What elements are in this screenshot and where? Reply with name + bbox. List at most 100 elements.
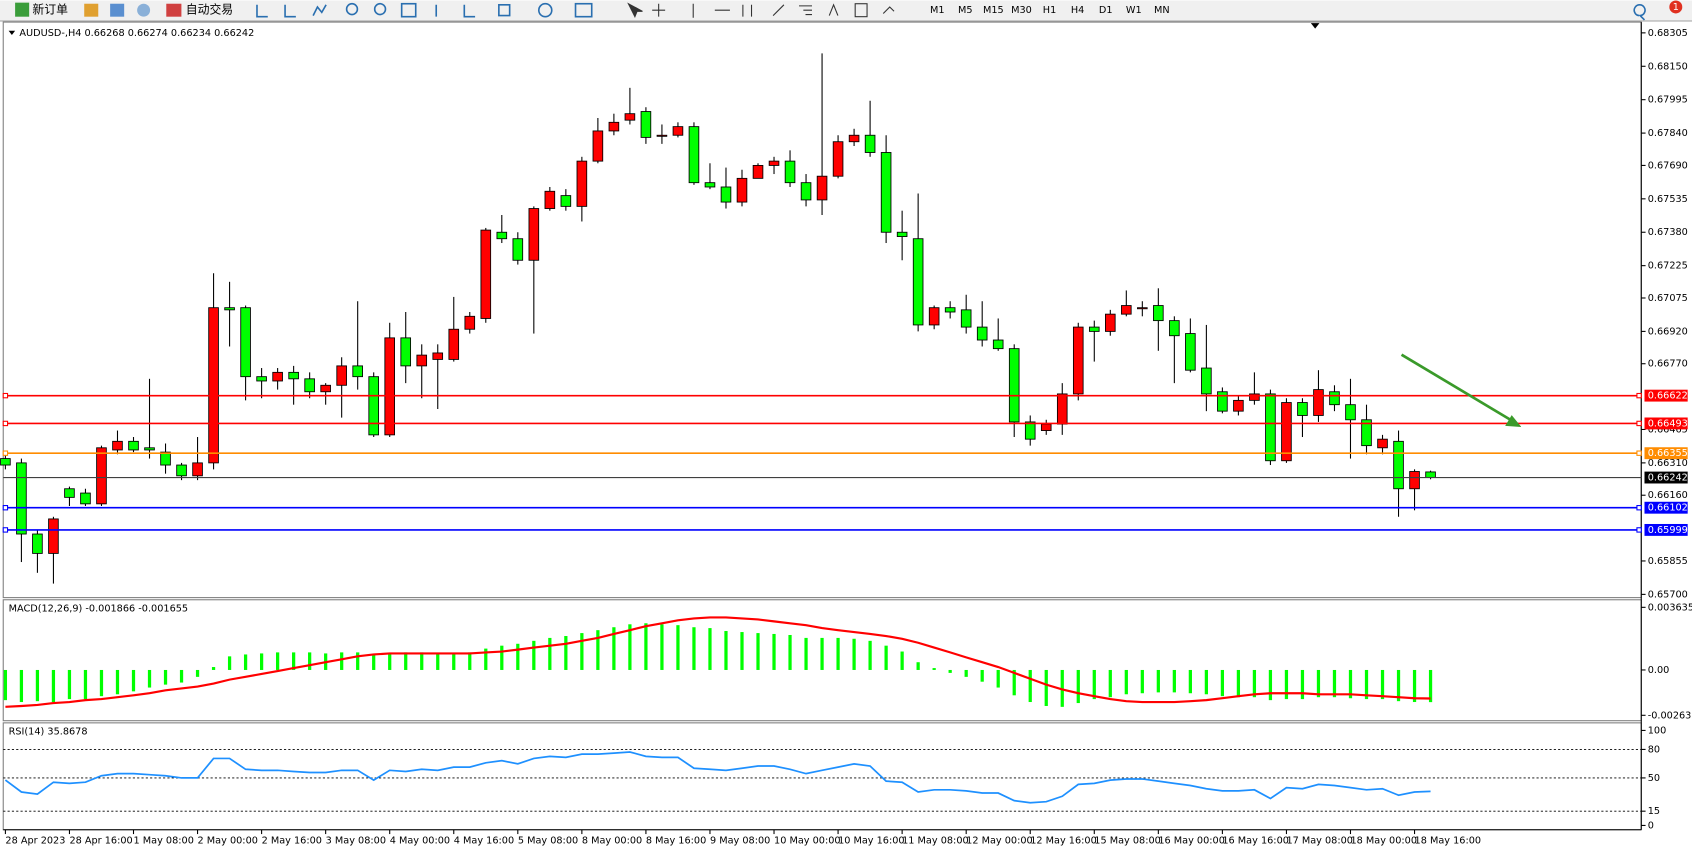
zoom-out[interactable] <box>373 2 387 16</box>
notification-badge[interactable] <box>1669 0 1683 14</box>
new-order-button[interactable]: 新订单 <box>32 3 68 17</box>
macd-bar <box>804 637 808 670</box>
macd-bar <box>67 669 72 700</box>
candle <box>48 516 59 584</box>
tool-icon[interactable] <box>84 3 99 17</box>
timeframe-button[interactable]: H4 <box>1071 5 1084 16</box>
macd-bar <box>340 652 344 670</box>
candle-body <box>1105 313 1116 332</box>
candle <box>656 124 668 144</box>
macd-bar <box>1044 669 1048 706</box>
macd-bar <box>1172 669 1176 693</box>
level-anchor <box>1636 450 1642 456</box>
candle <box>1345 378 1356 459</box>
candle-body <box>544 190 556 209</box>
timeframe-button[interactable]: MN <box>1154 5 1170 16</box>
candle-body <box>288 371 299 380</box>
macd-bar <box>131 669 136 692</box>
arrows-tool[interactable] <box>882 6 895 14</box>
level-anchor <box>1636 527 1642 533</box>
chart-tools[interactable] <box>256 2 593 18</box>
tool-icon[interactable] <box>137 3 151 17</box>
level-label: 0.66102 <box>1648 503 1688 514</box>
candle-body <box>944 307 956 313</box>
candle-body <box>752 164 764 179</box>
macd-bar <box>724 631 728 670</box>
macd-bar <box>51 669 56 703</box>
candle-body <box>144 447 155 451</box>
candle-body <box>912 238 924 326</box>
new-order-icon[interactable] <box>15 2 30 17</box>
macd-bar <box>452 653 456 670</box>
text-tool[interactable] <box>828 3 839 16</box>
macd-bar <box>1140 669 1144 694</box>
candle <box>192 437 203 481</box>
macd-bar <box>1108 669 1112 698</box>
y-tick-label: 0.68150 <box>1648 61 1688 72</box>
candle <box>1008 344 1020 438</box>
candle-body <box>1169 320 1180 337</box>
level-label-box <box>1644 417 1688 430</box>
candle-body <box>1281 402 1292 462</box>
candle-body <box>96 447 107 505</box>
macd-bar <box>1028 669 1032 703</box>
auto-trading-icon[interactable] <box>166 3 182 17</box>
y-tick-label: 0.66310 <box>1648 458 1688 469</box>
macd-bar <box>1284 669 1289 700</box>
candle <box>608 113 620 136</box>
candle <box>1409 469 1420 511</box>
timeframe-button[interactable]: M5 <box>958 5 973 16</box>
y-tick-label: 0.66770 <box>1648 359 1688 370</box>
x-tick-label: 18 May 00:00 <box>1350 836 1417 847</box>
macd-bar <box>836 637 840 670</box>
macd-bar <box>227 656 232 670</box>
x-tick-label: 15 May 08:00 <box>1094 836 1161 847</box>
macd-bar <box>211 667 216 670</box>
macd-bar <box>548 637 552 670</box>
macd-title: MACD(12,26,9) -0.001866 -0.001655 <box>9 603 188 614</box>
y-tick-label: 50 <box>1648 773 1660 784</box>
timeframe-button[interactable]: H1 <box>1043 5 1056 16</box>
line-tools[interactable] <box>652 3 812 18</box>
rsi-pane <box>2 722 1642 831</box>
candle-body <box>896 231 908 237</box>
candle <box>1169 316 1180 384</box>
cursor[interactable] <box>627 2 643 19</box>
label-tool[interactable] <box>854 3 868 18</box>
chart-tool-icons[interactable] <box>256 4 327 18</box>
periodicity[interactable] <box>537 2 553 18</box>
chart-tool-icons[interactable] <box>435 3 511 18</box>
level-anchor <box>2 392 9 399</box>
macd-bar <box>3 669 8 701</box>
candle <box>864 100 876 157</box>
timeframe-button[interactable]: M30 <box>1011 5 1032 16</box>
tile[interactable] <box>400 2 417 18</box>
timeframe-button[interactable]: W1 <box>1126 5 1142 16</box>
candle <box>320 383 331 405</box>
x-tick-label: 1 May 08:00 <box>134 836 194 847</box>
x-tick-label: 3 May 08:00 <box>326 836 386 847</box>
candle-body <box>736 177 748 203</box>
candle-body <box>80 492 91 505</box>
search-icon[interactable] <box>1633 4 1646 21</box>
zoom-in[interactable] <box>345 2 359 16</box>
x-tick-label: 18 May 16:00 <box>1415 836 1482 847</box>
candle-body <box>1297 402 1308 416</box>
macd-bar <box>1012 669 1016 696</box>
x-tick-label: 12 May 16:00 <box>1030 836 1097 847</box>
macd-bar <box>852 638 856 670</box>
candle-body <box>1201 367 1212 395</box>
timeframe-button[interactable]: M1 <box>930 5 945 16</box>
timeframe-button[interactable]: M15 <box>983 5 1004 16</box>
macd-bar <box>1204 669 1208 695</box>
candle-body <box>1233 399 1244 412</box>
candle-body <box>1409 471 1420 490</box>
tool-icon[interactable] <box>110 3 125 17</box>
timeframe-button[interactable]: D1 <box>1099 5 1113 16</box>
y-tick-label: 0.67075 <box>1648 293 1688 304</box>
templates[interactable] <box>574 2 593 18</box>
auto-trading-button[interactable]: 自动交易 <box>186 3 233 17</box>
drawing-tools[interactable] <box>627 2 895 19</box>
candle <box>496 215 508 244</box>
macd-bar <box>564 636 568 670</box>
